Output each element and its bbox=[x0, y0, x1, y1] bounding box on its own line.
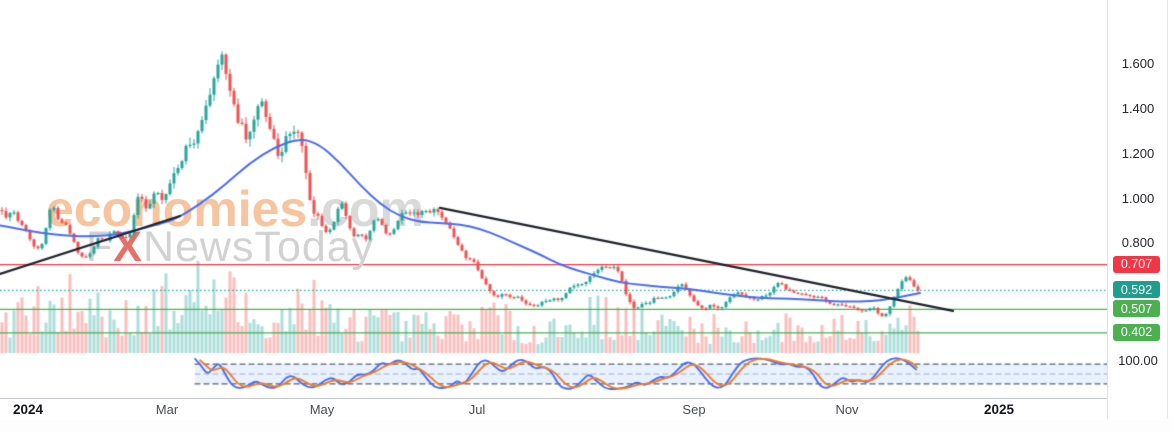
price-chart-canvas[interactable] bbox=[0, 0, 1107, 397]
price-level-badge: 0.507 bbox=[1113, 300, 1160, 318]
price-level-badge: 0.402 bbox=[1113, 323, 1160, 341]
price-tick-label: 1.200 bbox=[1121, 145, 1155, 161]
time-tick-label: Jul bbox=[468, 402, 486, 417]
oscillator-scale-label: 100.00 bbox=[1118, 353, 1158, 368]
price-level-badge: 0.707 bbox=[1113, 255, 1160, 273]
price-level-badge: 0.592 bbox=[1113, 281, 1160, 299]
time-tick-label: Sep bbox=[682, 402, 706, 417]
time-tick-label: Mar bbox=[155, 402, 179, 417]
price-tick-label: 1.600 bbox=[1121, 56, 1155, 72]
price-tick-label: 0.800 bbox=[1121, 235, 1155, 251]
time-tick-label: May bbox=[309, 402, 335, 417]
time-tick-label: 2025 bbox=[983, 402, 1015, 417]
time-tick-label: Nov bbox=[835, 402, 859, 417]
time-axis[interactable]: 2024 Mar May Jul Sep Nov 2025 bbox=[0, 398, 1172, 421]
price-axis[interactable]: 1.600 1.400 1.200 1.000 0.800 0.707 0.592 0.507… bbox=[1107, 0, 1172, 419]
right-edge-divider bbox=[1167, 0, 1168, 419]
price-tick-label: 1.400 bbox=[1121, 100, 1155, 116]
bottom-strip bbox=[0, 420, 1172, 432]
price-tick-label: 1.000 bbox=[1121, 190, 1155, 206]
time-tick-label: 2024 bbox=[12, 402, 44, 417]
